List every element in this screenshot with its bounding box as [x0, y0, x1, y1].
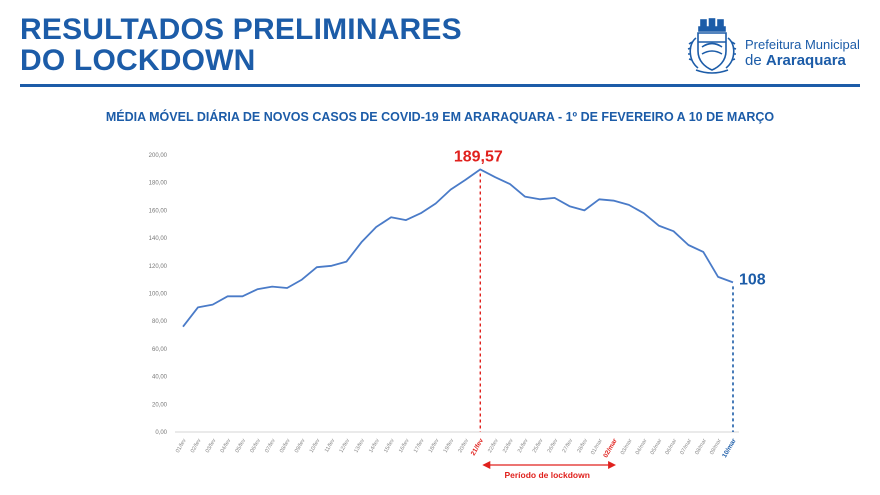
x-tick-label: 19/fev	[443, 438, 456, 454]
org-city: Araraquara	[765, 52, 846, 69]
y-tick-label: 160,00	[149, 208, 168, 214]
x-tick-label: 01/mar	[590, 438, 604, 456]
x-tick-label: 18/fev	[428, 438, 441, 454]
page-title-line1: RESULTADOS PRELIMINARES	[20, 13, 462, 46]
x-tick-label: 05/fev	[235, 438, 248, 454]
y-tick-label: 0,00	[155, 430, 167, 436]
x-tick-label: 27/fev	[562, 438, 575, 454]
x-tick-label: 20/fev	[457, 438, 470, 454]
x-tick-label: 15/fev	[383, 438, 396, 454]
y-tick-label: 80,00	[152, 319, 168, 325]
x-tick-label: 01/fev	[175, 438, 188, 454]
x-tick-label: 11/fev	[324, 438, 337, 454]
x-tick-label: 02/fev	[190, 438, 203, 454]
x-tick-label: 10/fev	[309, 438, 322, 454]
page-title-line2: DO LOCKDOWN	[20, 44, 256, 77]
peak-value-label: 189,57	[454, 148, 503, 165]
annotation-markers: Período de lockdown	[479, 173, 734, 480]
x-tick-label: 08/fev	[279, 438, 292, 454]
org-line1: Prefeitura Municipal	[745, 37, 860, 52]
x-tick-label: 09/mar	[709, 438, 723, 456]
x-tick-label: 07/fev	[264, 438, 277, 454]
y-tick-label: 40,00	[152, 375, 168, 381]
municipality-name: Prefeitura Municipal de Araraquara	[745, 37, 860, 69]
y-tick-label: 100,00	[149, 292, 168, 298]
x-tick-label: 02/mar	[602, 437, 619, 459]
series-group	[182, 168, 734, 328]
x-tick-label: 06/mar	[665, 438, 679, 456]
x-tick-label: 14/fev	[368, 438, 381, 454]
chart-title: MÉDIA MÓVEL DIÁRIA DE NOVOS CASOS DE COV…	[105, 110, 775, 124]
x-tick-label: 16/fev	[398, 438, 411, 454]
x-tick-label: 26/fev	[547, 438, 560, 454]
x-tick-label: 13/fev	[353, 438, 366, 454]
x-tick-label: 12/fev	[339, 438, 352, 454]
y-tick-label: 120,00	[149, 264, 168, 270]
x-tick-label: 17/fev	[413, 438, 426, 454]
header-divider	[20, 84, 860, 87]
org-line2: de Araraquara	[745, 53, 860, 69]
page-title: RESULTADOS PRELIMINARES DO LOCKDOWN	[20, 14, 462, 76]
x-tick-label: 05/mar	[650, 438, 664, 456]
x-tick-label: 23/fev	[502, 438, 515, 454]
end-value-label: 108	[739, 271, 766, 288]
annotation-labels: 189,57 108	[454, 148, 766, 288]
y-axis: 0,00 20,00 40,00 60,00 80,00 100,00 120,00 140,…	[149, 153, 168, 436]
x-tick-label: 21/fev	[470, 437, 485, 457]
x-tick-label: 25/fev	[532, 438, 545, 454]
y-tick-label: 60,00	[152, 347, 168, 353]
x-tick-label: 03/fev	[205, 438, 218, 454]
x-axis: 01/fev 02/fev 03/fev 04/fev 05/fev 06/fev 07/f…	[175, 431, 739, 459]
x-tick-label: 04/mar	[635, 438, 649, 456]
y-tick-label: 20,00	[152, 402, 168, 408]
x-tick-label: 09/fev	[294, 438, 307, 454]
y-tick-label: 200,00	[149, 153, 168, 159]
lockdown-period-label: Período de lockdown	[504, 470, 589, 480]
city-coat-of-arms-icon	[687, 18, 737, 74]
x-tick-label: 06/fev	[249, 438, 262, 454]
x-tick-label: 08/mar	[694, 438, 708, 456]
x-tick-label: 03/mar	[620, 438, 634, 456]
y-tick-label: 140,00	[149, 236, 168, 242]
y-tick-label: 180,00	[149, 181, 168, 187]
x-tick-label: 07/mar	[679, 438, 693, 456]
x-tick-label: 28/fev	[576, 438, 589, 454]
x-tick-label: 22/fev	[487, 438, 500, 454]
org-prefix: de	[745, 52, 762, 69]
series-line	[182, 168, 734, 328]
x-tick-label: 24/fev	[517, 438, 530, 454]
x-tick-label: 04/fev	[220, 438, 233, 454]
x-tick-label: 10/mar	[721, 437, 738, 459]
